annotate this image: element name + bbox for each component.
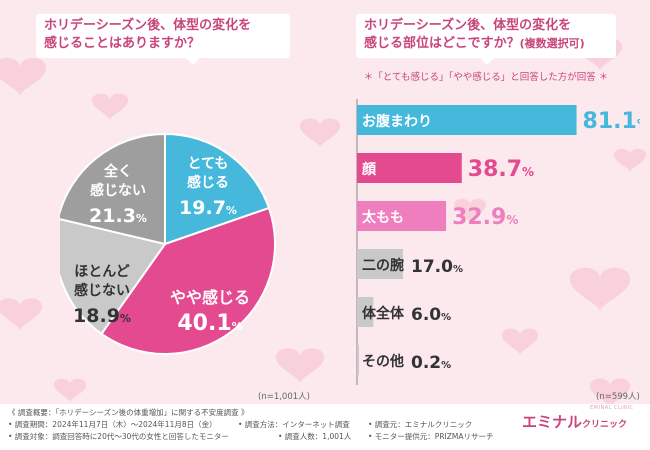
bar <box>357 249 404 279</box>
bar-value-label: 17.0% <box>411 257 463 277</box>
pie-slice-value: 21.3% <box>89 205 147 227</box>
bar-category-label: 体全体 <box>362 305 405 322</box>
bar-value-label: 38.7% <box>468 157 534 182</box>
logo-subtext: EMINAL CLINIC <box>590 405 634 411</box>
respondent-note: ＊「とても感じる」「やや感じる」と回答した方が回答 ＊ <box>363 72 609 83</box>
bar-value-label: 32.9% <box>452 205 518 230</box>
heart-decoration-icon <box>276 348 324 384</box>
heart-decoration-icon <box>0 58 46 97</box>
survey-period: • 調査期間：2024年11月7日（木）～2024年11月8日（金） <box>8 420 217 429</box>
left-question-line1: ホリデーシーズン後、体型の変化を <box>44 18 252 33</box>
bar-category-label: 二の腕 <box>362 257 404 274</box>
survey-people: • 調査人数：1,001人 <box>278 432 352 441</box>
heart-decoration-icon <box>300 118 340 148</box>
heart-decoration-icon <box>570 267 630 312</box>
bar-value-label: 81.1% <box>583 109 640 134</box>
pie-slice <box>100 206 276 355</box>
pie-chart: とても感じる19.7%やや感じる40.1%ほとんど感じない18.9%全く感じない… <box>60 132 276 355</box>
pie-slice-value: 19.7% <box>179 197 237 219</box>
speech-pointer <box>480 58 494 65</box>
right-question-line2-wrap: 感じる部位はどこですか？(複数選択可) <box>364 35 608 53</box>
heart-decoration-icon <box>454 198 486 223</box>
pie-slice-value: 18.9% <box>73 305 131 327</box>
bar-category-label: お腹まわり <box>362 113 432 130</box>
pie-sample-size: (n=1,001人) <box>258 392 310 402</box>
pie-slice <box>60 218 167 336</box>
pie-slice-label: やや感じる <box>170 288 250 307</box>
bar-value-label: 0.2% <box>411 353 451 373</box>
bar-value-label: 6.0% <box>411 305 451 325</box>
bar-category-label: 太もも <box>362 209 404 226</box>
bar <box>357 201 447 231</box>
clinic-logo: エミナルクリニック <box>522 411 627 432</box>
survey-source: • 調査元：エミナルクリニック <box>368 420 473 429</box>
heart-decoration-icon <box>92 93 128 121</box>
heart-decoration-icon <box>502 328 538 356</box>
bar <box>357 297 374 327</box>
bar-sample-size: (n=599人) <box>596 392 640 402</box>
bar <box>357 345 359 375</box>
heart-decoration-icon <box>0 298 42 331</box>
pie-slice-label: ほとんど <box>74 264 130 280</box>
survey-target: • 調査対象：調査回答時に20代～30代の女性と回答したモニター <box>8 432 229 441</box>
right-question-line1: ホリデーシーズン後、体型の変化を <box>364 18 572 33</box>
right-question-box: ホリデーシーズン後、体型の変化を 感じる部位はどこですか？(複数選択可) <box>356 14 616 65</box>
bar-chart: お腹まわり 81.1% 顔 38.7% 太もも 32.9% 二の腕 17.0% 体全体 6.0% そ… <box>356 99 640 385</box>
pie-slice-label: 感じる <box>187 174 229 191</box>
speech-pointer <box>186 58 200 65</box>
pie-slice-label: 全く <box>103 163 132 180</box>
bar <box>357 105 577 135</box>
pie-slice-value: 40.1% <box>177 311 242 336</box>
logo-main: エミナル <box>522 413 583 431</box>
right-question-line2: 感じる部位はどこですか？ <box>364 36 520 51</box>
survey-provider: • モニター提供元：PRIZMAリサーチ <box>368 432 494 441</box>
pie-slice-label: とても <box>188 156 229 172</box>
bar-category-label: その他 <box>362 353 404 370</box>
left-question-line2: 感じることはありますか？ <box>44 36 201 51</box>
left-question-box: ホリデーシーズン後、体型の変化を 感じることはありますか？ <box>36 14 290 65</box>
heart-decoration-icon <box>54 378 86 403</box>
heart-decoration-icon <box>590 378 630 408</box>
bar <box>357 153 462 183</box>
logo-small: クリニック <box>582 420 628 430</box>
pie-slice <box>60 132 166 246</box>
pie-slice-label: 感じない <box>90 182 146 199</box>
heart-decoration-icon <box>614 148 646 173</box>
survey-footer <box>0 404 650 450</box>
bar-category-label: 顔 <box>361 161 377 178</box>
survey-summary: 《 調査概要：「ホリデーシーズン後の体重増加」に関する不安度調査 》 <box>8 408 249 417</box>
right-question-multi: (複数選択可) <box>519 37 585 50</box>
survey-method: • 調査方法：インターネット調査 <box>238 420 350 429</box>
pie-slice-label: 感じない <box>74 282 130 299</box>
